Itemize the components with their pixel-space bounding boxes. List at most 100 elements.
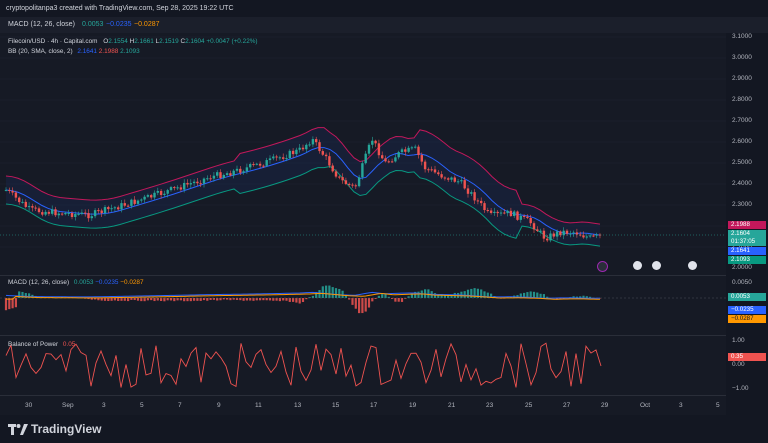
macd-histogram-bar [341, 290, 344, 298]
candle [97, 210, 100, 212]
candle [595, 234, 598, 236]
macd-histogram-bar [582, 295, 585, 298]
macd-histogram-bar [232, 298, 235, 300]
macd-histogram-bar [407, 296, 410, 298]
candle [423, 161, 427, 170]
candle [4, 189, 8, 191]
macd-histogram-bar [146, 298, 149, 301]
signal-line [6, 292, 601, 300]
candle [57, 213, 60, 216]
candle [456, 181, 460, 183]
candle [483, 203, 486, 211]
flag-event-icon[interactable] [688, 261, 697, 270]
candle [301, 147, 305, 150]
price-tick: 2.3000 [732, 201, 752, 208]
candle [179, 187, 183, 190]
macd-histogram-bar [166, 298, 169, 301]
macd-histogram-bar [381, 294, 384, 298]
macd-histogram-bar [585, 296, 588, 298]
macd-legend[interactable]: MACD (12, 26, close) 0.0053 −0.0235 −0.0… [8, 279, 144, 286]
macd-histogram-bar [113, 298, 116, 301]
candle [107, 207, 110, 210]
flag-event-icon[interactable] [652, 261, 661, 270]
symbol-legend[interactable]: Filecoin/USD · 4h · Capital.com O2.1554 … [8, 38, 258, 45]
bop-legend[interactable]: Balance of Power 0.05 [8, 341, 76, 348]
macd-histogram-bar [308, 297, 311, 298]
macd-histogram-bar [295, 298, 298, 303]
macd-histogram-bar [150, 298, 153, 301]
candle [272, 156, 275, 159]
candle [324, 154, 328, 157]
macd-histogram-bar [245, 298, 248, 301]
candle [130, 199, 133, 206]
candle [47, 211, 51, 214]
candle [169, 187, 173, 191]
candle [338, 176, 341, 178]
macd-histogram-bar [130, 298, 133, 300]
candle [364, 153, 367, 164]
macd-histogram-bar [394, 298, 397, 302]
candle [519, 215, 522, 220]
macd-histogram-bar [285, 298, 288, 301]
candle [562, 230, 565, 236]
macd-histogram-bar [219, 298, 222, 301]
macd-histogram-bar [325, 285, 328, 298]
macd-histogram-bar [265, 298, 268, 301]
price-tick: 3.0000 [732, 54, 752, 61]
candle [51, 209, 54, 214]
candle [103, 207, 107, 214]
macd-histogram-bar [546, 296, 549, 298]
candle [77, 213, 80, 215]
candle [463, 180, 466, 189]
time-axis-label: 13 [294, 402, 302, 409]
bb-upper-line [5, 127, 601, 225]
candle [351, 184, 354, 186]
pane-separator[interactable] [0, 335, 726, 336]
candle [150, 195, 153, 198]
macd-histogram-bar [186, 298, 189, 302]
time-axis-label: 29 [601, 402, 609, 409]
macd-histogram-bar [371, 298, 374, 302]
candle [532, 223, 536, 230]
candle [470, 192, 473, 194]
macd-histogram-bar [315, 291, 318, 298]
candle [21, 201, 24, 203]
candle [361, 163, 364, 178]
candle [176, 187, 179, 189]
macd-histogram-bar [163, 298, 166, 302]
bb-legend[interactable]: BB (20, SMA, close, 2) 2.1641 2.1988 2.1… [8, 48, 140, 55]
candle [262, 165, 265, 167]
candle [163, 193, 166, 195]
candle [235, 168, 239, 171]
price-tick: 2.1000 [732, 243, 752, 250]
macd-histogram-bar [206, 298, 209, 301]
pane-separator[interactable] [0, 275, 726, 276]
price-tick: 2.8000 [732, 96, 752, 103]
macd-histogram-bar [235, 298, 239, 300]
lightning-event-icon[interactable] [597, 261, 608, 272]
candle [529, 217, 532, 224]
time-axis-label: 3 [679, 402, 683, 409]
candle [331, 165, 334, 172]
footer-bar: TradingView [0, 415, 768, 443]
macd-histogram-bar [28, 293, 31, 298]
time-axis-label: 5 [140, 402, 144, 409]
candle [140, 199, 143, 201]
candle [552, 233, 555, 237]
pane-separator[interactable] [0, 395, 726, 396]
macd-histogram-bar [509, 296, 512, 298]
flag-event-icon[interactable] [633, 261, 642, 270]
candle [146, 195, 150, 197]
macd-histogram-bar [8, 298, 11, 310]
candle [288, 150, 291, 159]
macd-histogram-bar [387, 296, 390, 298]
macd-histogram-bar [483, 291, 486, 298]
candle [159, 190, 163, 195]
macd-histogram-bar [328, 285, 331, 298]
symbol-name: Filecoin/USD · 4h · Capital.com [8, 38, 98, 45]
macd-histogram-bar [338, 288, 341, 298]
time-axis-label: 27 [563, 402, 571, 409]
time-axis-label: 11 [255, 402, 262, 409]
macd-axis-tick: 0.0050 [732, 279, 752, 286]
macd-histogram-bar [87, 298, 90, 300]
